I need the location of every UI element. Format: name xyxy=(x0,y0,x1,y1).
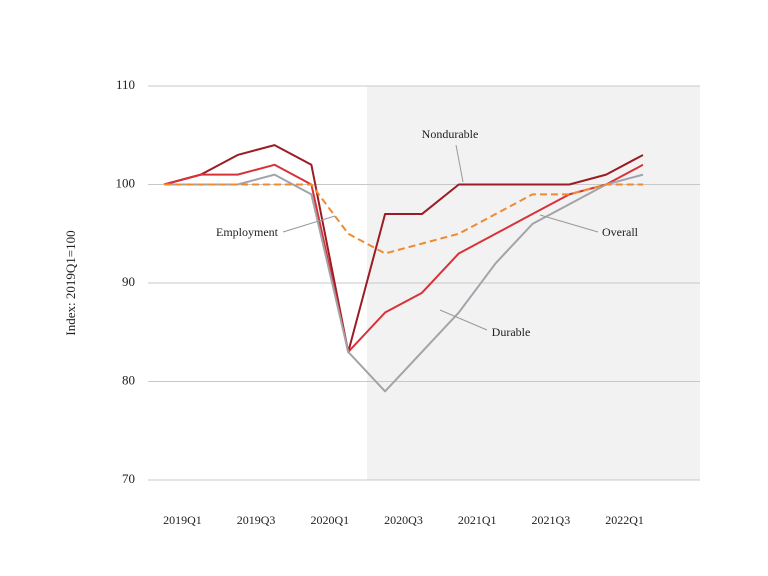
annotation-leader xyxy=(439,309,488,331)
x-tick-label: 2020Q3 xyxy=(384,513,423,527)
series-annotation: Overall xyxy=(602,225,639,239)
y-tick-label: 100 xyxy=(116,175,136,190)
y-tick-label: 110 xyxy=(116,77,135,92)
series-line xyxy=(164,183,643,255)
x-tick-label: 2020Q1 xyxy=(310,513,349,527)
y-axis-label: Index: 2019Q1=100 xyxy=(63,230,78,335)
x-tick-label: 2021Q1 xyxy=(458,513,497,527)
y-tick-label: 80 xyxy=(122,372,135,387)
series-annotation: Durable xyxy=(492,325,531,339)
series-line xyxy=(163,144,644,353)
series-annotation: Employment xyxy=(216,225,279,239)
series-line xyxy=(164,173,644,393)
x-tick-label: 2019Q3 xyxy=(237,513,276,527)
annotation-leader xyxy=(539,214,599,233)
series-annotation: Nondurable xyxy=(422,127,479,141)
x-tick-label: 2019Q1 xyxy=(163,513,202,527)
annotation-leader xyxy=(282,215,336,233)
x-tick-label: 2022Q1 xyxy=(605,513,644,527)
y-tick-label: 90 xyxy=(122,274,135,289)
x-tick-label: 2021Q3 xyxy=(532,513,571,527)
annotation-leader xyxy=(455,144,464,183)
series-line xyxy=(163,163,644,353)
y-tick-label: 70 xyxy=(122,471,135,486)
